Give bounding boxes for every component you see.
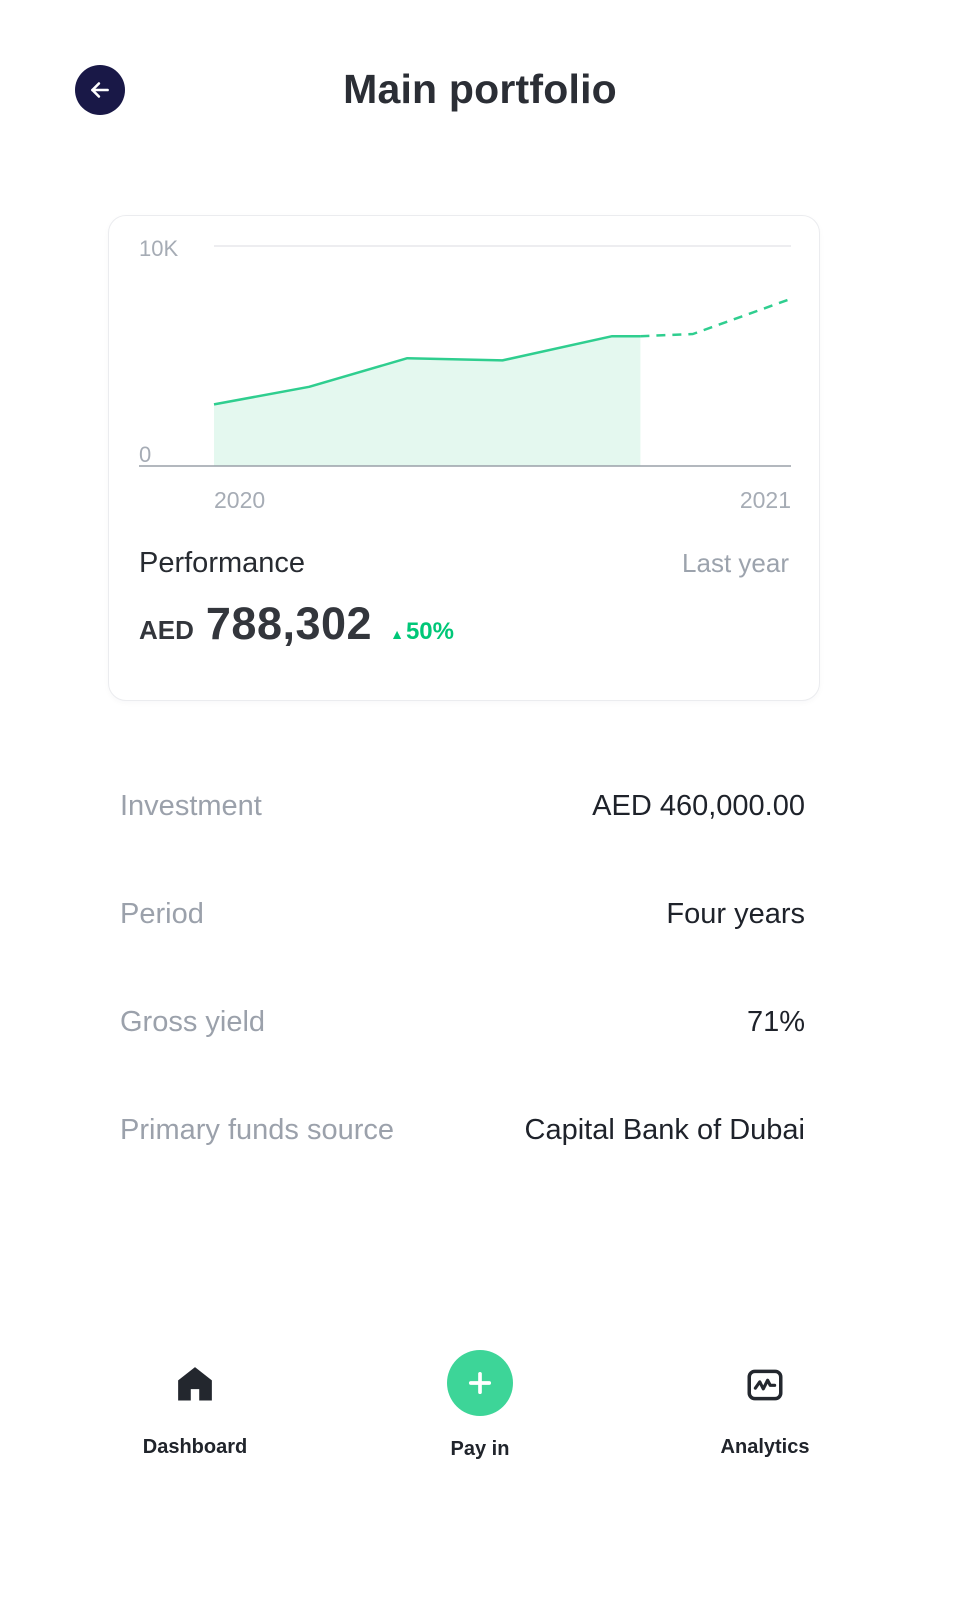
detail-value: Four years	[666, 898, 805, 930]
detail-label: Primary funds source	[120, 1114, 394, 1146]
time-range-selector[interactable]: Last year	[682, 548, 789, 578]
up-triangle-icon: ▲	[390, 626, 404, 642]
bottom-navigation: Dashboard Pay in Analytics	[0, 1350, 960, 1500]
y-tick-zero: 0	[139, 442, 152, 467]
nav-label-dashboard: Dashboard	[142, 1436, 248, 1458]
chart-block: 10K 0 2020 2021	[139, 236, 791, 517]
x-tick-2020: 2020	[214, 487, 266, 513]
nav-label-analytics: Analytics	[720, 1436, 810, 1458]
pay-in-button[interactable]	[447, 1350, 513, 1416]
detail-value: 71%	[746, 1006, 805, 1038]
back-button[interactable]	[75, 65, 125, 115]
nav-item-dashboard[interactable]: Dashboard	[110, 1350, 280, 1500]
change-badge: ▲ 50%	[390, 618, 454, 646]
x-axis-ticks: 2020 2021	[139, 469, 791, 517]
detail-row-investment: Investment AED 460,000.00	[120, 790, 805, 828]
chart-line-projected	[640, 297, 791, 338]
detail-label: Investment	[120, 790, 262, 822]
nav-item-analytics[interactable]: Analytics	[680, 1350, 850, 1500]
currency-label: AED	[139, 615, 194, 645]
arrow-left-icon	[87, 77, 113, 103]
portfolio-details: Investment AED 460,000.00 Period Four ye…	[120, 790, 805, 1222]
performance-card: 10K 0 2020 2021 Performance Last year AE…	[108, 215, 820, 701]
detail-row-period: Period Four years	[120, 898, 805, 936]
nav-item-pay-in[interactable]: Pay in	[395, 1350, 565, 1500]
x-tick-2021: 2021	[739, 487, 791, 513]
plus-icon	[463, 1366, 497, 1400]
performance-chart	[139, 245, 791, 467]
detail-label: Period	[120, 898, 204, 930]
performance-label: Performance	[139, 547, 306, 579]
analytics-icon	[744, 1364, 786, 1406]
detail-value: AED 460,000.00	[592, 790, 805, 822]
detail-row-funds-source: Primary funds source Capital Bank of Dub…	[120, 1114, 805, 1152]
home-icon	[173, 1362, 217, 1406]
header: Main portfolio	[0, 0, 960, 180]
performance-value-row: AED 788,302 ▲ 50%	[139, 598, 789, 650]
y-tick-max: 10K	[139, 236, 179, 261]
chart-line-actual	[213, 334, 641, 406]
nav-label-pay-in: Pay in	[450, 1438, 510, 1460]
performance-amount: 788,302	[205, 598, 373, 649]
detail-label: Gross yield	[120, 1006, 266, 1038]
detail-row-gross-yield: Gross yield 71%	[120, 1006, 805, 1044]
performance-header-row: Performance Last year	[139, 547, 789, 580]
detail-value: Capital Bank of Dubai	[524, 1114, 806, 1146]
page-title: Main portfolio	[343, 66, 617, 112]
chart-area-fill	[214, 336, 641, 466]
change-percent: 50%	[405, 618, 454, 645]
